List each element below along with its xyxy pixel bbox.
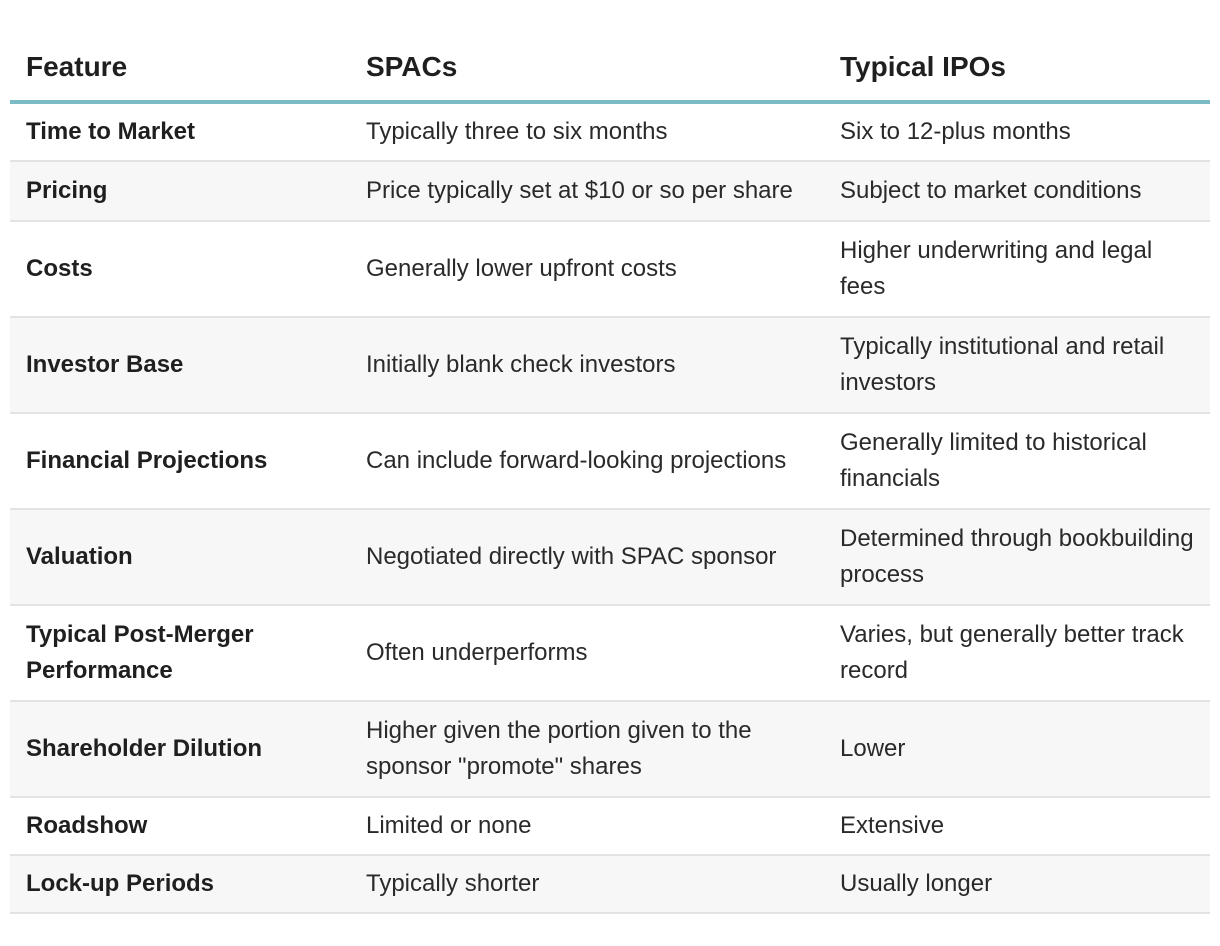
- spacs-cell: Typically three to six months: [350, 102, 824, 162]
- spacs-cell: Limited or none: [350, 797, 824, 856]
- table-header: Feature SPACs Typical IPOs: [10, 34, 1210, 104]
- table-row: Valuation Negotiated directly with SPAC …: [10, 509, 1210, 606]
- ipos-cell: Extensive: [824, 797, 1210, 856]
- spacs-cell: Higher given the portion given to the sp…: [350, 701, 824, 798]
- spacs-cell: Often underperforms: [350, 605, 824, 702]
- header-typical-ipos: Typical IPOs: [824, 34, 1210, 104]
- table-row: Lock-up Periods Typically shorter Usuall…: [10, 855, 1210, 914]
- feature-cell: Lock-up Periods: [10, 855, 350, 914]
- feature-cell: Valuation: [10, 509, 350, 606]
- ipos-cell: Determined through bookbuilding process: [824, 509, 1210, 606]
- ipos-cell: Usually longer: [824, 855, 1210, 914]
- feature-cell: Shareholder Dilution: [10, 701, 350, 798]
- feature-cell: Pricing: [10, 161, 350, 222]
- feature-cell: Investor Base: [10, 317, 350, 414]
- table-row: Typical Post-Merger Performance Often un…: [10, 605, 1210, 702]
- spacs-cell: Typically shorter: [350, 855, 824, 914]
- feature-cell: Roadshow: [10, 797, 350, 856]
- table-row: Time to Market Typically three to six mo…: [10, 102, 1210, 162]
- feature-cell: Time to Market: [10, 102, 350, 162]
- table-row: Financial Projections Can include forwar…: [10, 413, 1210, 510]
- spacs-cell: Initially blank check investors: [350, 317, 824, 414]
- table-row: Investor Base Initially blank check inve…: [10, 317, 1210, 414]
- ipos-cell: Six to 12-plus months: [824, 102, 1210, 162]
- table-body: Time to Market Typically three to six mo…: [10, 102, 1210, 914]
- spacs-cell: Negotiated directly with SPAC sponsor: [350, 509, 824, 606]
- spacs-cell: Can include forward-looking projections: [350, 413, 824, 510]
- spacs-cell: Generally lower upfront costs: [350, 221, 824, 318]
- feature-cell: Typical Post-Merger Performance: [10, 605, 350, 702]
- header-spacs: SPACs: [350, 34, 824, 104]
- spacs-cell: Price typically set at $10 or so per sha…: [350, 161, 824, 222]
- table-row: Roadshow Limited or none Extensive: [10, 797, 1210, 856]
- header-feature: Feature: [10, 34, 350, 104]
- ipos-cell: Higher underwriting and legal fees: [824, 221, 1210, 318]
- spac-vs-ipo-comparison-table: Feature SPACs Typical IPOs Time to Marke…: [10, 34, 1210, 914]
- ipos-cell: Subject to market conditions: [824, 161, 1210, 222]
- table-row: Costs Generally lower upfront costs High…: [10, 221, 1210, 318]
- ipos-cell: Varies, but generally better track recor…: [824, 605, 1210, 702]
- feature-cell: Financial Projections: [10, 413, 350, 510]
- ipos-cell: Lower: [824, 701, 1210, 798]
- ipos-cell: Typically institutional and retail inves…: [824, 317, 1210, 414]
- table-row: Pricing Price typically set at $10 or so…: [10, 161, 1210, 222]
- table-row: Shareholder Dilution Higher given the po…: [10, 701, 1210, 798]
- comparison-table-container: Feature SPACs Typical IPOs Time to Marke…: [10, 34, 1210, 914]
- header-row: Feature SPACs Typical IPOs: [10, 34, 1210, 104]
- ipos-cell: Generally limited to historical financia…: [824, 413, 1210, 510]
- feature-cell: Costs: [10, 221, 350, 318]
